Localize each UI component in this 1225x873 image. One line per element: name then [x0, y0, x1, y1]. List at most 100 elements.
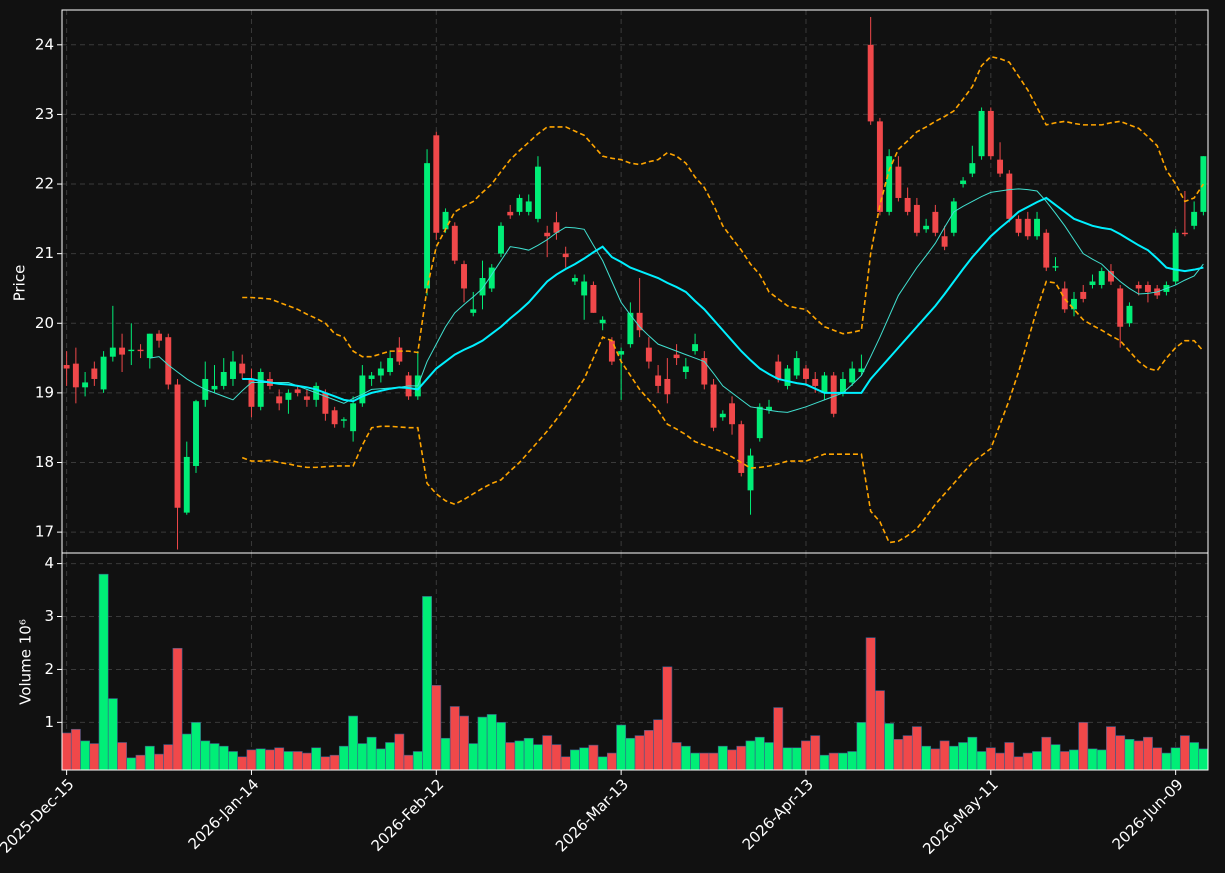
candle-body — [793, 358, 800, 376]
volume-bar — [1115, 735, 1126, 771]
volume-bar — [690, 752, 700, 771]
candle-body — [470, 309, 477, 313]
candle-body — [784, 368, 791, 386]
volume-bar — [403, 754, 414, 771]
volume-bar — [782, 747, 793, 771]
candle-body — [248, 378, 255, 407]
candle-body — [645, 347, 652, 362]
candle-body — [923, 225, 930, 230]
volume-bar — [856, 722, 867, 771]
volume-bar — [449, 706, 460, 771]
volume-bar — [1124, 739, 1135, 771]
volume-bar — [551, 744, 562, 771]
candle-body — [137, 349, 144, 352]
candle-body — [1135, 284, 1142, 289]
volume-bar — [348, 715, 359, 771]
candle-body — [156, 333, 162, 341]
volume-bar — [801, 740, 811, 771]
volume-bar — [625, 737, 636, 771]
volume-bar — [699, 752, 710, 771]
volume-bar — [1041, 736, 1052, 771]
candle-body — [1024, 218, 1031, 237]
candle-body — [285, 392, 292, 400]
volume-bar — [218, 745, 229, 771]
y-tick-label: 20 — [35, 314, 54, 332]
candle-body — [424, 163, 431, 289]
volume-bar — [948, 745, 959, 771]
volume-bar — [634, 735, 645, 771]
candle-body — [230, 361, 236, 379]
candle-body — [146, 333, 153, 359]
volume-bar — [1161, 752, 1172, 771]
candle-body — [987, 110, 994, 157]
volume-bar — [1189, 742, 1200, 771]
volume-bar — [717, 745, 728, 771]
volume-bar — [505, 742, 516, 771]
volume-bar — [486, 714, 497, 771]
volume-bar — [643, 730, 654, 771]
y-tick-label: 3 — [44, 607, 54, 625]
volume-bar — [292, 751, 303, 771]
candle-body — [738, 424, 745, 473]
volume-bar — [985, 747, 996, 771]
volume-bar — [874, 690, 885, 771]
candle-body — [599, 319, 606, 324]
volume-bar — [431, 685, 442, 771]
candle-body — [960, 180, 967, 185]
x-tick-label: 2026-May-11 — [919, 775, 1002, 858]
y-tick-label: 18 — [35, 453, 54, 471]
candle-body — [562, 253, 569, 258]
volume-bar — [117, 742, 127, 771]
candle-body — [581, 281, 588, 296]
y-tick-label: 22 — [35, 175, 54, 193]
candle-body — [239, 363, 246, 374]
candle-body — [664, 378, 671, 395]
volume-bar — [320, 756, 331, 771]
y-tick-label: 24 — [35, 35, 54, 53]
volume-bar — [838, 752, 848, 771]
candle-body — [294, 389, 301, 393]
volume-bar — [468, 743, 479, 771]
candle-body — [913, 204, 920, 233]
volume-bar — [237, 756, 248, 771]
volume-bar — [311, 747, 322, 771]
candle-body — [627, 312, 634, 345]
indicator-line — [241, 280, 1204, 544]
volume-bar — [828, 752, 839, 771]
volume-bar — [819, 754, 830, 771]
volume-bar — [477, 716, 488, 771]
candle-body — [571, 278, 578, 282]
indicator-line — [149, 188, 1204, 413]
candle-body — [682, 366, 689, 372]
candle-body — [849, 368, 856, 383]
candle-body — [433, 135, 440, 233]
y-tick-label: 17 — [35, 523, 54, 541]
volume-bar — [1059, 751, 1070, 771]
volume-bar — [570, 749, 580, 771]
volume-bar — [921, 745, 932, 771]
volume-bar — [579, 747, 590, 771]
candle-body — [442, 211, 449, 230]
volume-bar — [588, 744, 599, 771]
volume-bar — [754, 736, 765, 771]
volume-bar — [1179, 735, 1190, 771]
volume-bar — [98, 573, 109, 771]
candle-body — [220, 372, 227, 386]
volume-bar — [1050, 744, 1061, 771]
candle-body — [100, 356, 107, 390]
candle-body — [766, 406, 772, 411]
volume-bar — [70, 728, 81, 771]
candle-body — [1181, 232, 1188, 235]
volume-bar — [671, 742, 682, 771]
x-tick-label: 2026-Apr-13 — [739, 775, 817, 853]
volume-bar — [1133, 740, 1144, 771]
volume-bar — [1069, 749, 1079, 771]
candle-body — [525, 201, 532, 212]
volume-bar — [228, 751, 238, 771]
x-tick-label: 2026-Jun-09 — [1109, 775, 1187, 853]
candle-body — [858, 368, 865, 372]
volume-bar — [154, 753, 164, 771]
volume-bar — [514, 740, 525, 771]
y-axis-label: Price — [11, 265, 29, 302]
